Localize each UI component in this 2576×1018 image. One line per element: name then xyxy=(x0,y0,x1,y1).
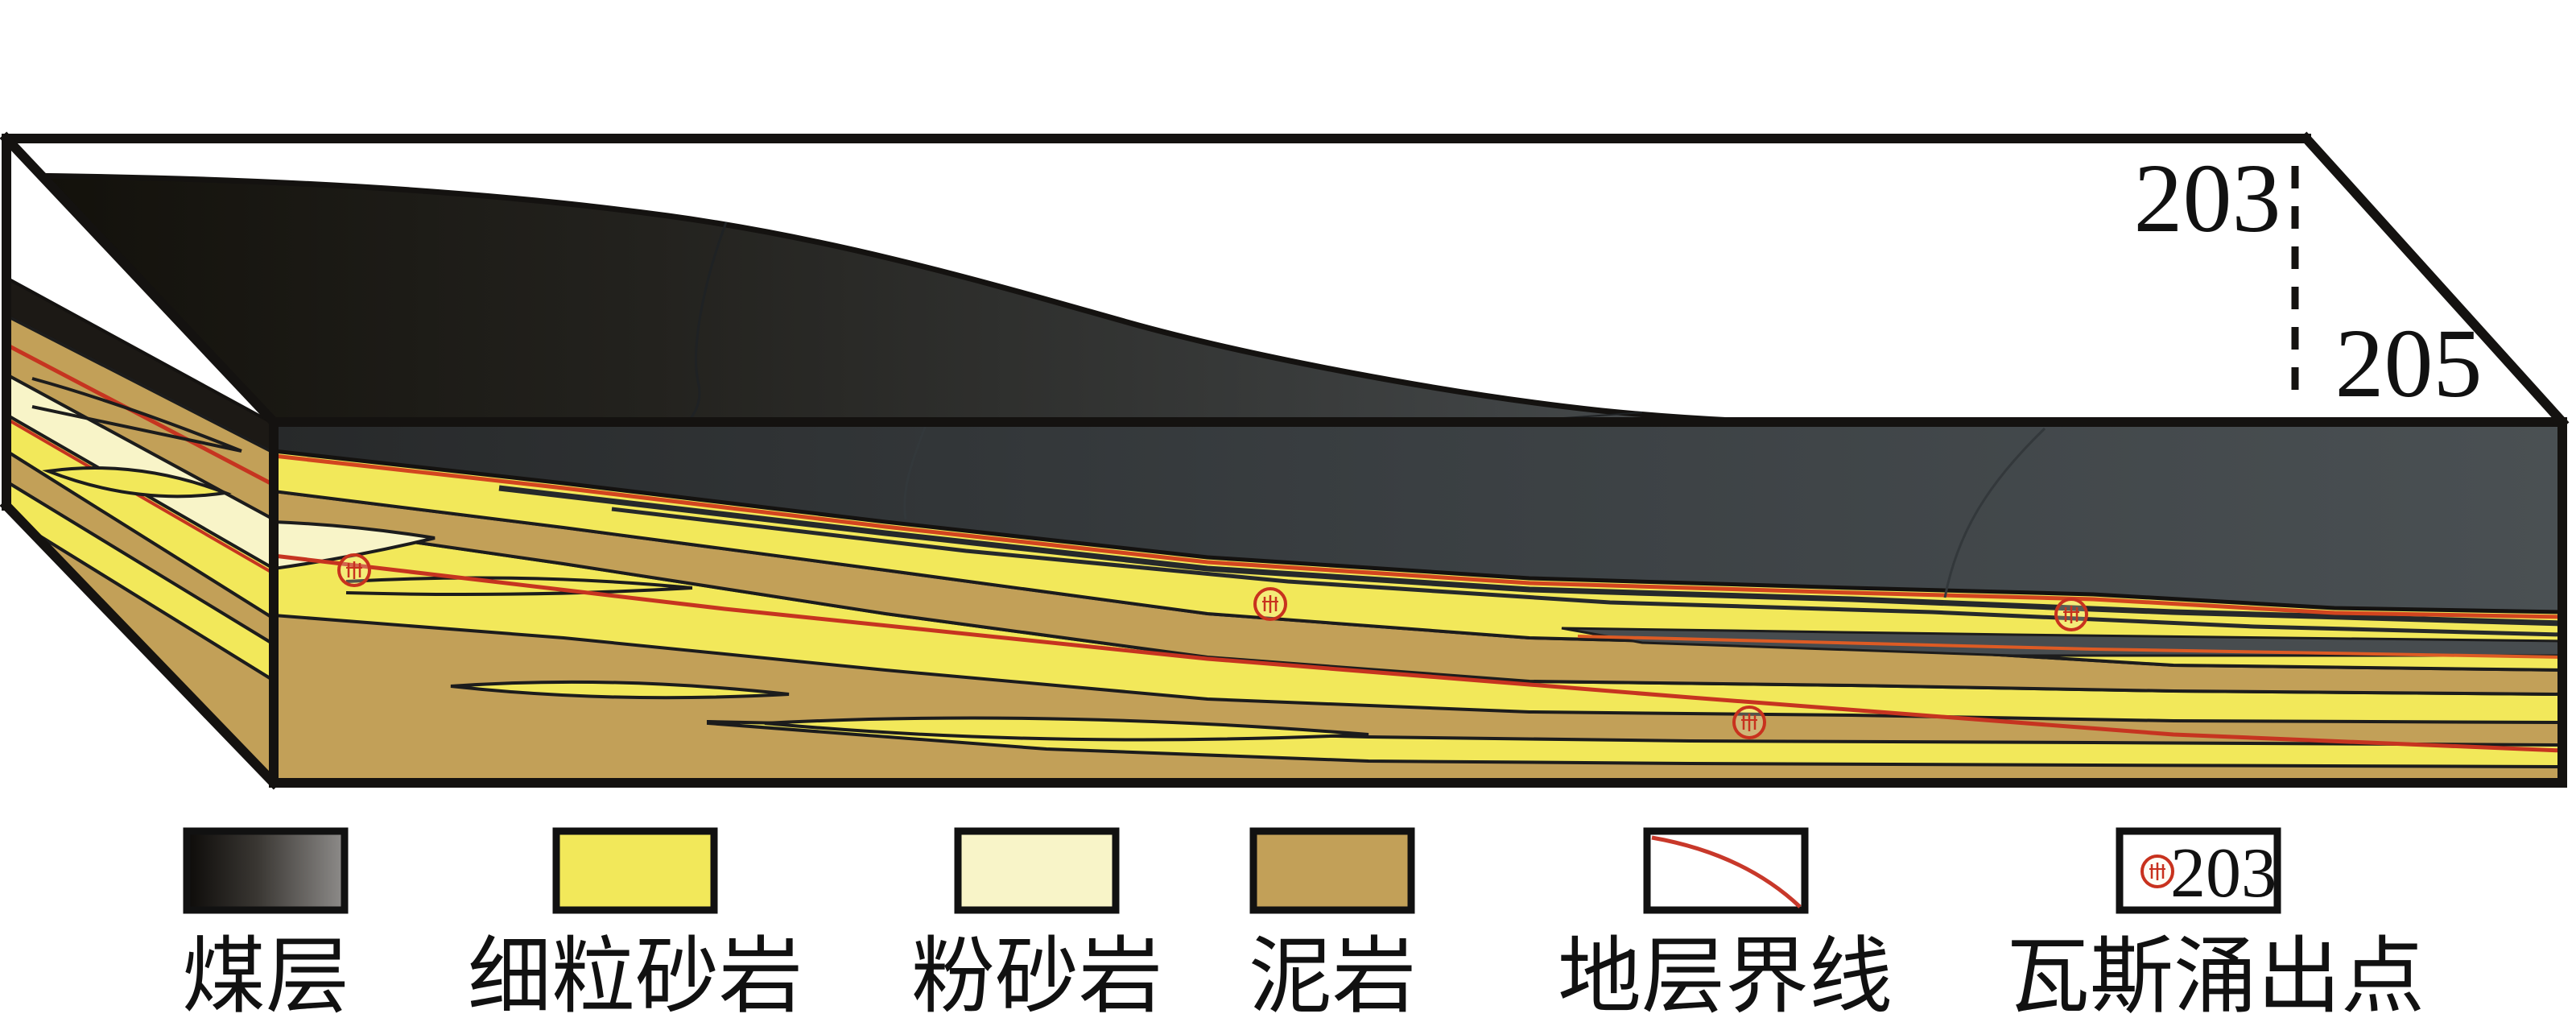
legend-item-fine-sandstone: 细粒砂岩 xyxy=(468,827,803,1018)
legend-item-coal: 煤层 xyxy=(182,827,349,1018)
legend-label-stratum-boundary: 地层界线 xyxy=(1558,931,1893,1018)
legend-label-coal: 煤层 xyxy=(182,931,349,1018)
front-face-strata xyxy=(274,422,2562,783)
legend-item-mudstone: 泥岩 xyxy=(1249,827,1416,1018)
gas-point-icon xyxy=(2140,855,2174,888)
legend-item-gas-emission-point: 203 瓦斯涌出点 xyxy=(2006,827,2425,1018)
legend: 煤层 细粒砂岩 粉砂岩 泥岩 地层界线 203 瓦斯涌出点 xyxy=(182,827,2425,1018)
legend-label-siltstone: 粉砂岩 xyxy=(911,931,1162,1018)
legend-swatch-coal xyxy=(183,827,349,914)
section-label-205: 205 xyxy=(2335,309,2483,418)
edge-top-left-diagonal xyxy=(0,131,281,429)
gas-point-1 xyxy=(337,553,371,587)
legend-swatch-siltstone xyxy=(954,827,1120,914)
gas-point-2 xyxy=(1253,587,1287,621)
block-wireframe xyxy=(0,131,2570,790)
legend-swatch-fine-sandstone xyxy=(552,827,718,914)
legend-item-siltstone: 粉砂岩 xyxy=(911,827,1162,1018)
legend-label-gas-emission-point: 瓦斯涌出点 xyxy=(2006,931,2425,1018)
edge-right-bevel xyxy=(2299,131,2570,429)
legend-badge-203: 203 xyxy=(2170,834,2277,912)
gas-point-4 xyxy=(2054,598,2088,631)
legend-swatch-mudstone xyxy=(1249,827,1415,914)
legend-label-mudstone: 泥岩 xyxy=(1249,931,1416,1018)
legend-label-fine-sandstone: 细粒砂岩 xyxy=(468,931,803,1018)
legend-swatch-stratum-boundary xyxy=(1643,827,1809,914)
top-face-coal-surface xyxy=(6,139,2562,422)
edge-bottom-left-diagonal xyxy=(0,499,281,790)
stratum-boundary-curve-icon xyxy=(1651,835,1802,908)
gas-point-3 xyxy=(1732,706,1766,739)
legend-item-stratum-boundary: 地层界线 xyxy=(1558,827,1893,1018)
section-label-203: 203 xyxy=(2134,144,2281,253)
